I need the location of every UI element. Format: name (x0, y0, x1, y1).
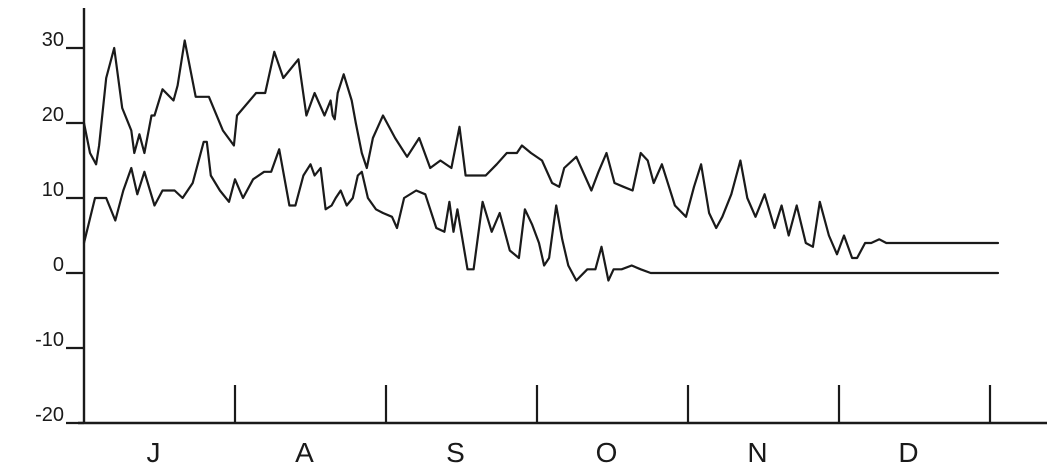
month-label: J (147, 437, 161, 468)
plot-series (82, 39, 1000, 282)
y-axis-ticks: 30 20 10 0 -10 -20 (35, 29, 84, 426)
y-tick-label: 10 (42, 179, 64, 201)
month-label: S (446, 437, 465, 468)
month-label: O (596, 437, 618, 468)
month-label: N (747, 437, 767, 468)
month-label: D (898, 437, 918, 468)
y-tick-label: 20 (42, 104, 64, 126)
month-label: A (295, 437, 314, 468)
series-line-lower (82, 140, 1000, 282)
y-tick-label: -20 (35, 404, 64, 426)
y-tick-label: -10 (35, 329, 64, 351)
y-tick-label: 0 (53, 254, 64, 276)
y-tick-label: 30 (42, 29, 64, 51)
series-line-upper (82, 39, 1000, 260)
